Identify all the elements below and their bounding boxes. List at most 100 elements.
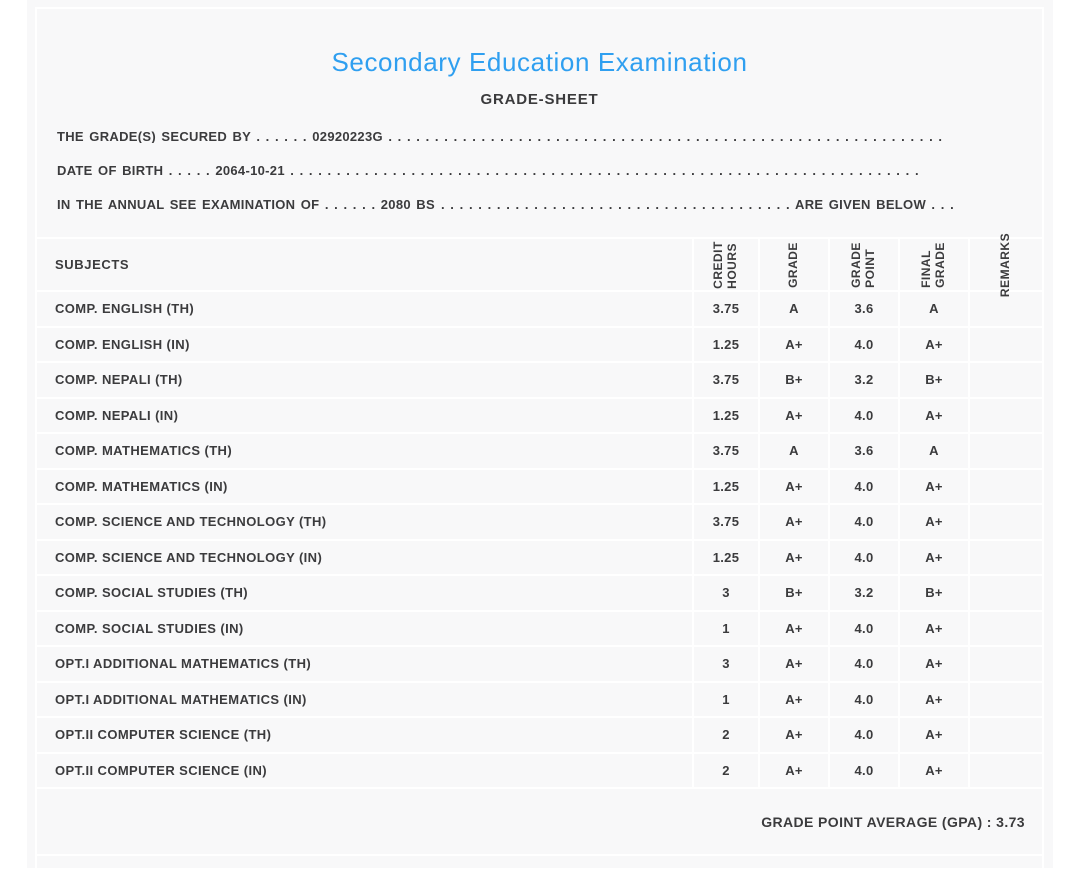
row-final-grade: B+ bbox=[898, 576, 968, 610]
row-credit-hours: 2 bbox=[692, 718, 758, 752]
statements: THE GRADE(S) SECURED BY . . . . . . 0292… bbox=[37, 130, 1042, 211]
row-subject: COMP. MATHEMATICS (TH) bbox=[55, 443, 233, 459]
table-row: COMP. ENGLISH (IN) 1.25 A+ 4.0 A+ bbox=[37, 327, 1042, 363]
row-final-grade: A+ bbox=[898, 327, 968, 361]
row-grade-point: 4.0 bbox=[828, 540, 898, 574]
row-credit-hours: 3.75 bbox=[692, 292, 758, 326]
row-remarks bbox=[968, 398, 1042, 432]
row-grade: A+ bbox=[758, 505, 828, 539]
row-credit-hours: 1 bbox=[692, 611, 758, 645]
row-final-grade: B+ bbox=[898, 363, 968, 397]
statement-examination-prefix: IN THE ANNUAL SEE EXAMINATION OF . . . .… bbox=[57, 198, 435, 211]
row-grade: B+ bbox=[758, 576, 828, 610]
column-header-subjects: SUBJECTS bbox=[55, 257, 130, 272]
row-subject: COMP. SOCIAL STUDIES (TH) bbox=[55, 585, 248, 601]
column-header-grade-point-label: GRADE POINT bbox=[849, 241, 877, 288]
row-credit-hours: 3.75 bbox=[692, 363, 758, 397]
table-row: COMP. MATHEMATICS (IN) 1.25 A+ 4.0 A+ bbox=[37, 469, 1042, 505]
row-grade: B+ bbox=[758, 363, 828, 397]
row-grade: A bbox=[758, 434, 828, 468]
page-subtitle: GRADE-SHEET bbox=[480, 91, 599, 108]
row-remarks bbox=[968, 682, 1042, 716]
row-subject: COMP. NEPALI (IN) bbox=[55, 407, 179, 423]
statement-secured-by: THE GRADE(S) SECURED BY . . . . . . 0292… bbox=[57, 130, 945, 143]
column-header-remarks: REMARKS bbox=[968, 232, 1042, 297]
row-credit-hours: 1.25 bbox=[692, 398, 758, 432]
row-grade: A+ bbox=[758, 647, 828, 681]
row-subject: COMP. ENGLISH (TH) bbox=[55, 301, 195, 317]
statement-examination-dots: . . . . . . . . . . . . . . . . . . . . … bbox=[440, 198, 795, 211]
row-subject: OPT.II COMPUTER SCIENCE (TH) bbox=[55, 727, 272, 743]
row-final-grade: A+ bbox=[898, 753, 968, 787]
row-grade: A+ bbox=[758, 682, 828, 716]
row-credit-hours: 3 bbox=[692, 576, 758, 610]
statement-examination-suffix: ARE GIVEN BELOW . . . bbox=[795, 198, 954, 211]
gpa-summary-row: GRADE POINT AVERAGE (GPA) : 3.73 bbox=[37, 789, 1042, 856]
row-grade-point: 4.0 bbox=[828, 469, 898, 503]
row-grade: A+ bbox=[758, 611, 828, 645]
row-grade-point: 4.0 bbox=[828, 611, 898, 645]
statement-examination: IN THE ANNUAL SEE EXAMINATION OF . . . .… bbox=[57, 198, 954, 211]
statement-date-of-birth: DATE OF BIRTH . . . . . 2064-10-21 . . .… bbox=[57, 164, 925, 177]
row-grade: A+ bbox=[758, 718, 828, 752]
row-final-grade: A bbox=[898, 434, 968, 468]
row-remarks bbox=[968, 753, 1042, 787]
table-row: OPT.II COMPUTER SCIENCE (TH) 2 A+ 4.0 A+ bbox=[37, 718, 1042, 754]
row-remarks bbox=[968, 434, 1042, 468]
row-final-grade: A+ bbox=[898, 611, 968, 645]
row-subject: COMP. NEPALI (TH) bbox=[55, 372, 183, 388]
row-grade: A+ bbox=[758, 753, 828, 787]
row-remarks bbox=[968, 540, 1042, 574]
table-row: COMP. NEPALI (IN) 1.25 A+ 4.0 A+ bbox=[37, 398, 1042, 434]
table-row: COMP. SOCIAL STUDIES (IN) 1 A+ 4.0 A+ bbox=[37, 611, 1042, 647]
table-row: COMP. MATHEMATICS (TH) 3.75 A 3.6 A bbox=[37, 434, 1042, 470]
table-body: COMP. ENGLISH (TH) 3.75 A 3.6 A COMP. ENGLISH… bbox=[37, 292, 1042, 789]
gradesheet-card: Secondary Education Examination GRADE-SH… bbox=[35, 7, 1044, 883]
row-subject: COMP. ENGLISH (IN) bbox=[55, 336, 190, 352]
row-grade: A+ bbox=[758, 469, 828, 503]
row-remarks bbox=[968, 327, 1042, 361]
row-credit-hours: 1.25 bbox=[692, 540, 758, 574]
row-subject: OPT.I ADDITIONAL MATHEMATICS (IN) bbox=[55, 691, 307, 707]
row-final-grade: A+ bbox=[898, 647, 968, 681]
table-row: OPT.I ADDITIONAL MATHEMATICS (IN) 1 A+ 4.0 A… bbox=[37, 682, 1042, 718]
row-grade-point: 4.0 bbox=[828, 327, 898, 361]
row-final-grade: A+ bbox=[898, 718, 968, 752]
column-header-credit-hours-label: CREDIT HOURS bbox=[711, 240, 739, 289]
row-remarks bbox=[968, 292, 1042, 326]
row-grade: A+ bbox=[758, 327, 828, 361]
row-subject: COMP. MATHEMATICS (IN) bbox=[55, 478, 228, 494]
page-title: Secondary Education Examination bbox=[331, 47, 748, 77]
row-subject: COMP. SCIENCE AND TECHNOLOGY (IN) bbox=[55, 549, 323, 565]
table-row: COMP. ENGLISH (TH) 3.75 A 3.6 A bbox=[37, 292, 1042, 328]
row-final-grade: A+ bbox=[898, 398, 968, 432]
row-remarks bbox=[968, 611, 1042, 645]
gpa-value-text: GRADE POINT AVERAGE (GPA) : 3.73 bbox=[761, 813, 1025, 830]
row-grade-point: 3.6 bbox=[828, 292, 898, 326]
table-row: OPT.I ADDITIONAL MATHEMATICS (TH) 3 A+ 4.0 A… bbox=[37, 647, 1042, 683]
row-remarks bbox=[968, 363, 1042, 397]
row-remarks bbox=[968, 718, 1042, 752]
row-credit-hours: 1 bbox=[692, 682, 758, 716]
row-grade-point: 4.0 bbox=[828, 753, 898, 787]
column-header-final-grade-label: FINAL GRADE bbox=[919, 241, 947, 288]
row-credit-hours: 2 bbox=[692, 753, 758, 787]
row-remarks bbox=[968, 576, 1042, 610]
row-grade-point: 4.0 bbox=[828, 718, 898, 752]
table-row: COMP. SOCIAL STUDIES (TH) 3 B+ 3.2 B+ bbox=[37, 576, 1042, 612]
column-header-remarks-label: REMARKS bbox=[998, 232, 1013, 297]
table-header-row: SUBJECTS CREDIT HOURS GRADE GRADE POINT … bbox=[37, 232, 1042, 297]
row-remarks bbox=[968, 505, 1042, 539]
row-final-grade: A bbox=[898, 292, 968, 326]
row-grade-point: 4.0 bbox=[828, 505, 898, 539]
table-row: COMP. SCIENCE AND TECHNOLOGY (IN) 1.25 A+ 4… bbox=[37, 540, 1042, 576]
row-grade-point: 3.6 bbox=[828, 434, 898, 468]
gradesheet-panel: Secondary Education Examination GRADE-SH… bbox=[27, 0, 1053, 883]
row-subject: OPT.II COMPUTER SCIENCE (IN) bbox=[55, 762, 267, 778]
row-grade: A bbox=[758, 292, 828, 326]
row-remarks bbox=[968, 647, 1042, 681]
column-header-grade-point: GRADE POINT bbox=[828, 239, 898, 290]
grades-table: SUBJECTS CREDIT HOURS GRADE GRADE POINT … bbox=[37, 232, 1042, 789]
row-final-grade: A+ bbox=[898, 469, 968, 503]
row-grade-point: 4.0 bbox=[828, 682, 898, 716]
